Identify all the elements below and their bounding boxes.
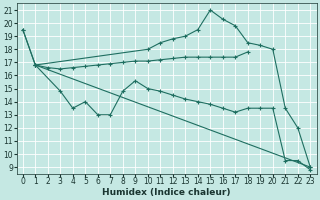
X-axis label: Humidex (Indice chaleur): Humidex (Indice chaleur) bbox=[102, 188, 231, 197]
